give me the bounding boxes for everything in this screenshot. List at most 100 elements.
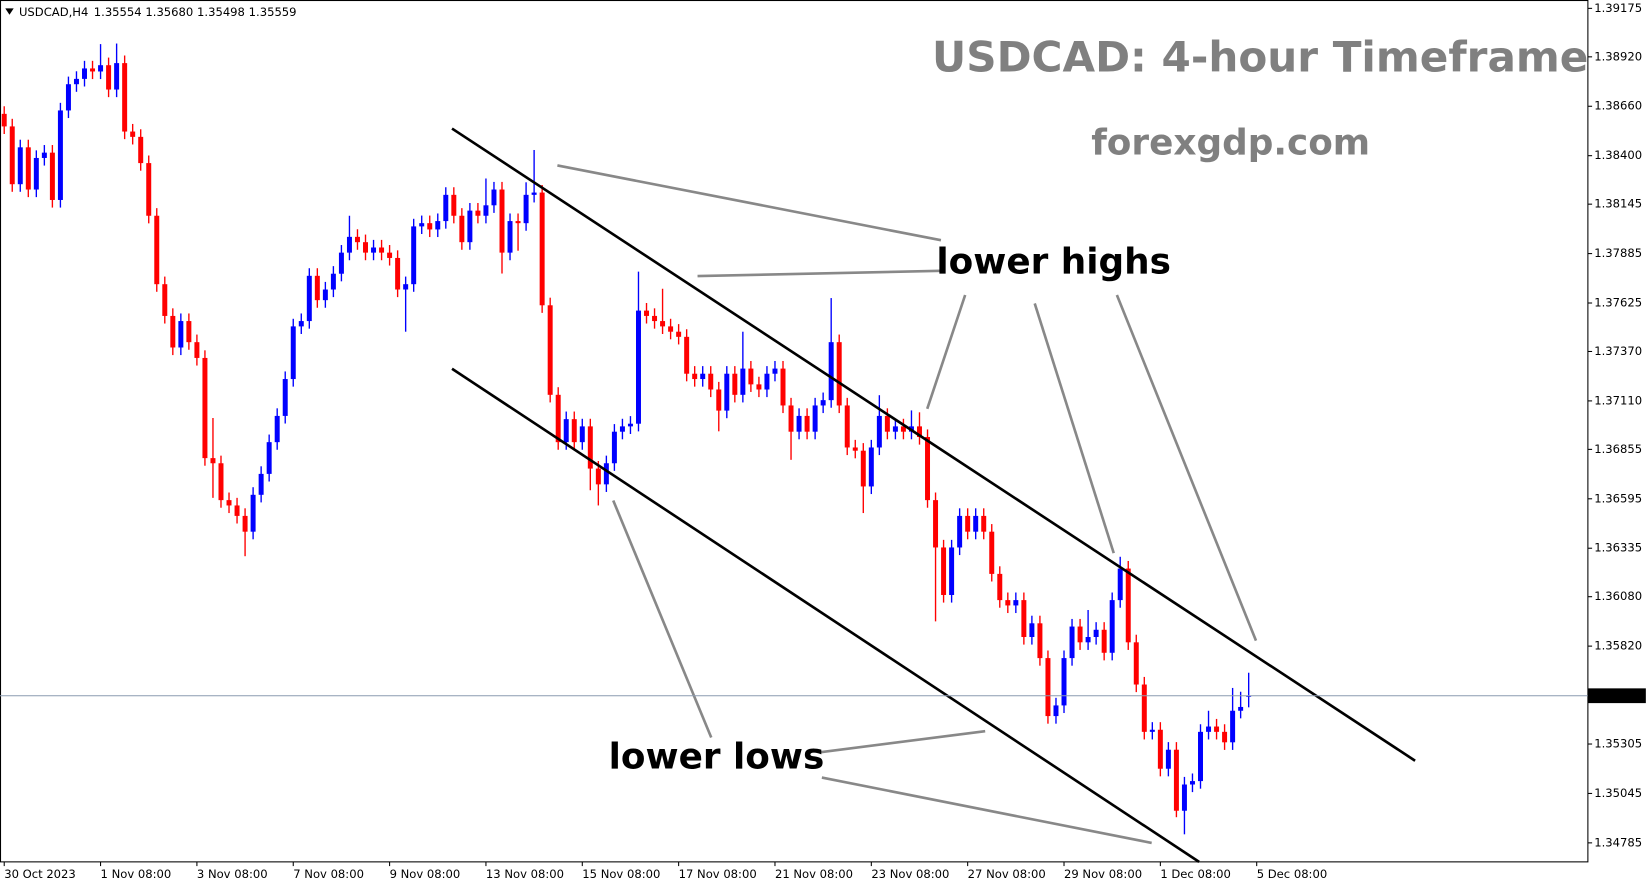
channel-lower <box>451 367 1200 863</box>
menu-arrow[interactable] <box>5 8 14 15</box>
y-tick-label: 1.38660 <box>1594 99 1642 113</box>
candle-body <box>868 447 874 487</box>
candle-body <box>563 419 569 443</box>
y-tick-label: 1.35045 <box>1594 786 1642 800</box>
x-tick-label: 1 Nov 08:00 <box>101 867 172 881</box>
candle-body <box>523 194 529 224</box>
pointer <box>819 729 986 754</box>
y-tick-label: 1.38400 <box>1594 148 1642 162</box>
candle-body <box>1021 600 1027 637</box>
candle-body <box>531 192 537 195</box>
x-tick-label: 7 Nov 08:00 <box>293 867 364 881</box>
candle-body <box>1165 749 1171 769</box>
candle-body <box>644 310 650 316</box>
pointer <box>697 269 941 278</box>
candles <box>1 43 1252 835</box>
candle-body <box>178 321 184 348</box>
candle-body <box>106 65 112 90</box>
x-tick-label: 1 Dec 08:00 <box>1160 867 1231 881</box>
candle-body <box>218 463 224 501</box>
x-tick-label: 27 Nov 08:00 <box>968 867 1046 881</box>
candle-body <box>892 426 898 432</box>
candle-body <box>194 342 200 358</box>
candle-body <box>371 247 377 253</box>
x-tick-label: 17 Nov 08:00 <box>679 867 757 881</box>
candle-body <box>1238 706 1244 711</box>
candle-body <box>1214 726 1220 732</box>
candle-body <box>764 373 770 390</box>
candle-body <box>804 415 810 432</box>
candle-body <box>234 505 240 516</box>
candle-body <box>242 515 248 532</box>
candle-body <box>876 415 882 448</box>
pointer <box>1033 303 1115 554</box>
last-price-label: 1.35559 <box>1594 688 1642 702</box>
candle-body <box>684 336 690 374</box>
candle-body <box>1157 729 1163 769</box>
candle-body <box>1173 749 1179 811</box>
candle-body <box>90 68 96 72</box>
candle-body <box>973 515 979 532</box>
candle-body <box>1085 636 1091 643</box>
candle-body <box>668 326 674 332</box>
candle-body <box>186 321 192 343</box>
candle-body <box>467 210 473 243</box>
candle-body <box>298 321 304 327</box>
candle-body <box>25 147 31 190</box>
candle-body <box>603 463 609 485</box>
quote: 1.35680 <box>145 5 193 19</box>
candle-body <box>949 547 955 595</box>
quote: 1.35554 <box>94 5 142 19</box>
candle-body <box>708 373 714 390</box>
pointer <box>557 164 942 242</box>
y-tick-label: 1.36595 <box>1594 491 1642 505</box>
candle-body <box>73 78 79 85</box>
candle-body <box>322 289 328 301</box>
candle-body <box>780 368 786 406</box>
candle-body <box>547 305 553 395</box>
candle-body <box>539 192 545 306</box>
candle-body <box>1117 568 1123 601</box>
pointer <box>821 776 1152 845</box>
candle-body <box>146 163 152 216</box>
candle-body <box>114 63 120 90</box>
candle-body <box>403 284 409 290</box>
annotation: lower highs <box>936 241 1171 282</box>
y-tick-label: 1.34785 <box>1594 835 1642 849</box>
candle-body <box>435 221 441 230</box>
candle-body <box>346 236 352 253</box>
candle-body <box>595 468 601 485</box>
candle-body <box>363 242 368 253</box>
x-tick-label: 30 Oct 2023 <box>4 867 76 881</box>
candle-body <box>828 342 834 401</box>
candle-body <box>427 223 433 230</box>
candle-body <box>379 247 385 253</box>
x-tick-label: 9 Nov 08:00 <box>390 867 461 881</box>
candle-body <box>387 252 393 258</box>
x-tick-label: 29 Nov 08:00 <box>1064 867 1142 881</box>
y-tick-label: 1.36855 <box>1594 442 1642 456</box>
y-tick-label: 1.38145 <box>1594 197 1642 211</box>
candle-body <box>1029 623 1035 637</box>
candle-body <box>740 368 746 395</box>
y-tick-label: 1.36335 <box>1594 541 1642 555</box>
last-price-box <box>1587 688 1646 704</box>
candle-body <box>852 447 858 451</box>
candle-body <box>700 373 706 380</box>
y-tick-label: 1.35305 <box>1594 737 1642 751</box>
candle-body <box>282 379 288 416</box>
plot-frame <box>0 0 1589 863</box>
candle-body <box>716 389 722 411</box>
candle-body <box>836 342 842 406</box>
candle-body <box>130 131 136 137</box>
candle-body <box>1093 629 1099 637</box>
x-tick-label: 15 Nov 08:00 <box>582 867 660 881</box>
candle-body <box>202 357 208 459</box>
symbol: USDCAD,H4 <box>19 5 88 19</box>
candle-body <box>627 423 633 427</box>
y-tick-label: 1.37625 <box>1594 296 1642 310</box>
candle-body <box>957 515 963 548</box>
chart-title: USDCAD: 4-hour Timeframe <box>932 33 1588 82</box>
quote: 1.35498 <box>197 5 245 19</box>
